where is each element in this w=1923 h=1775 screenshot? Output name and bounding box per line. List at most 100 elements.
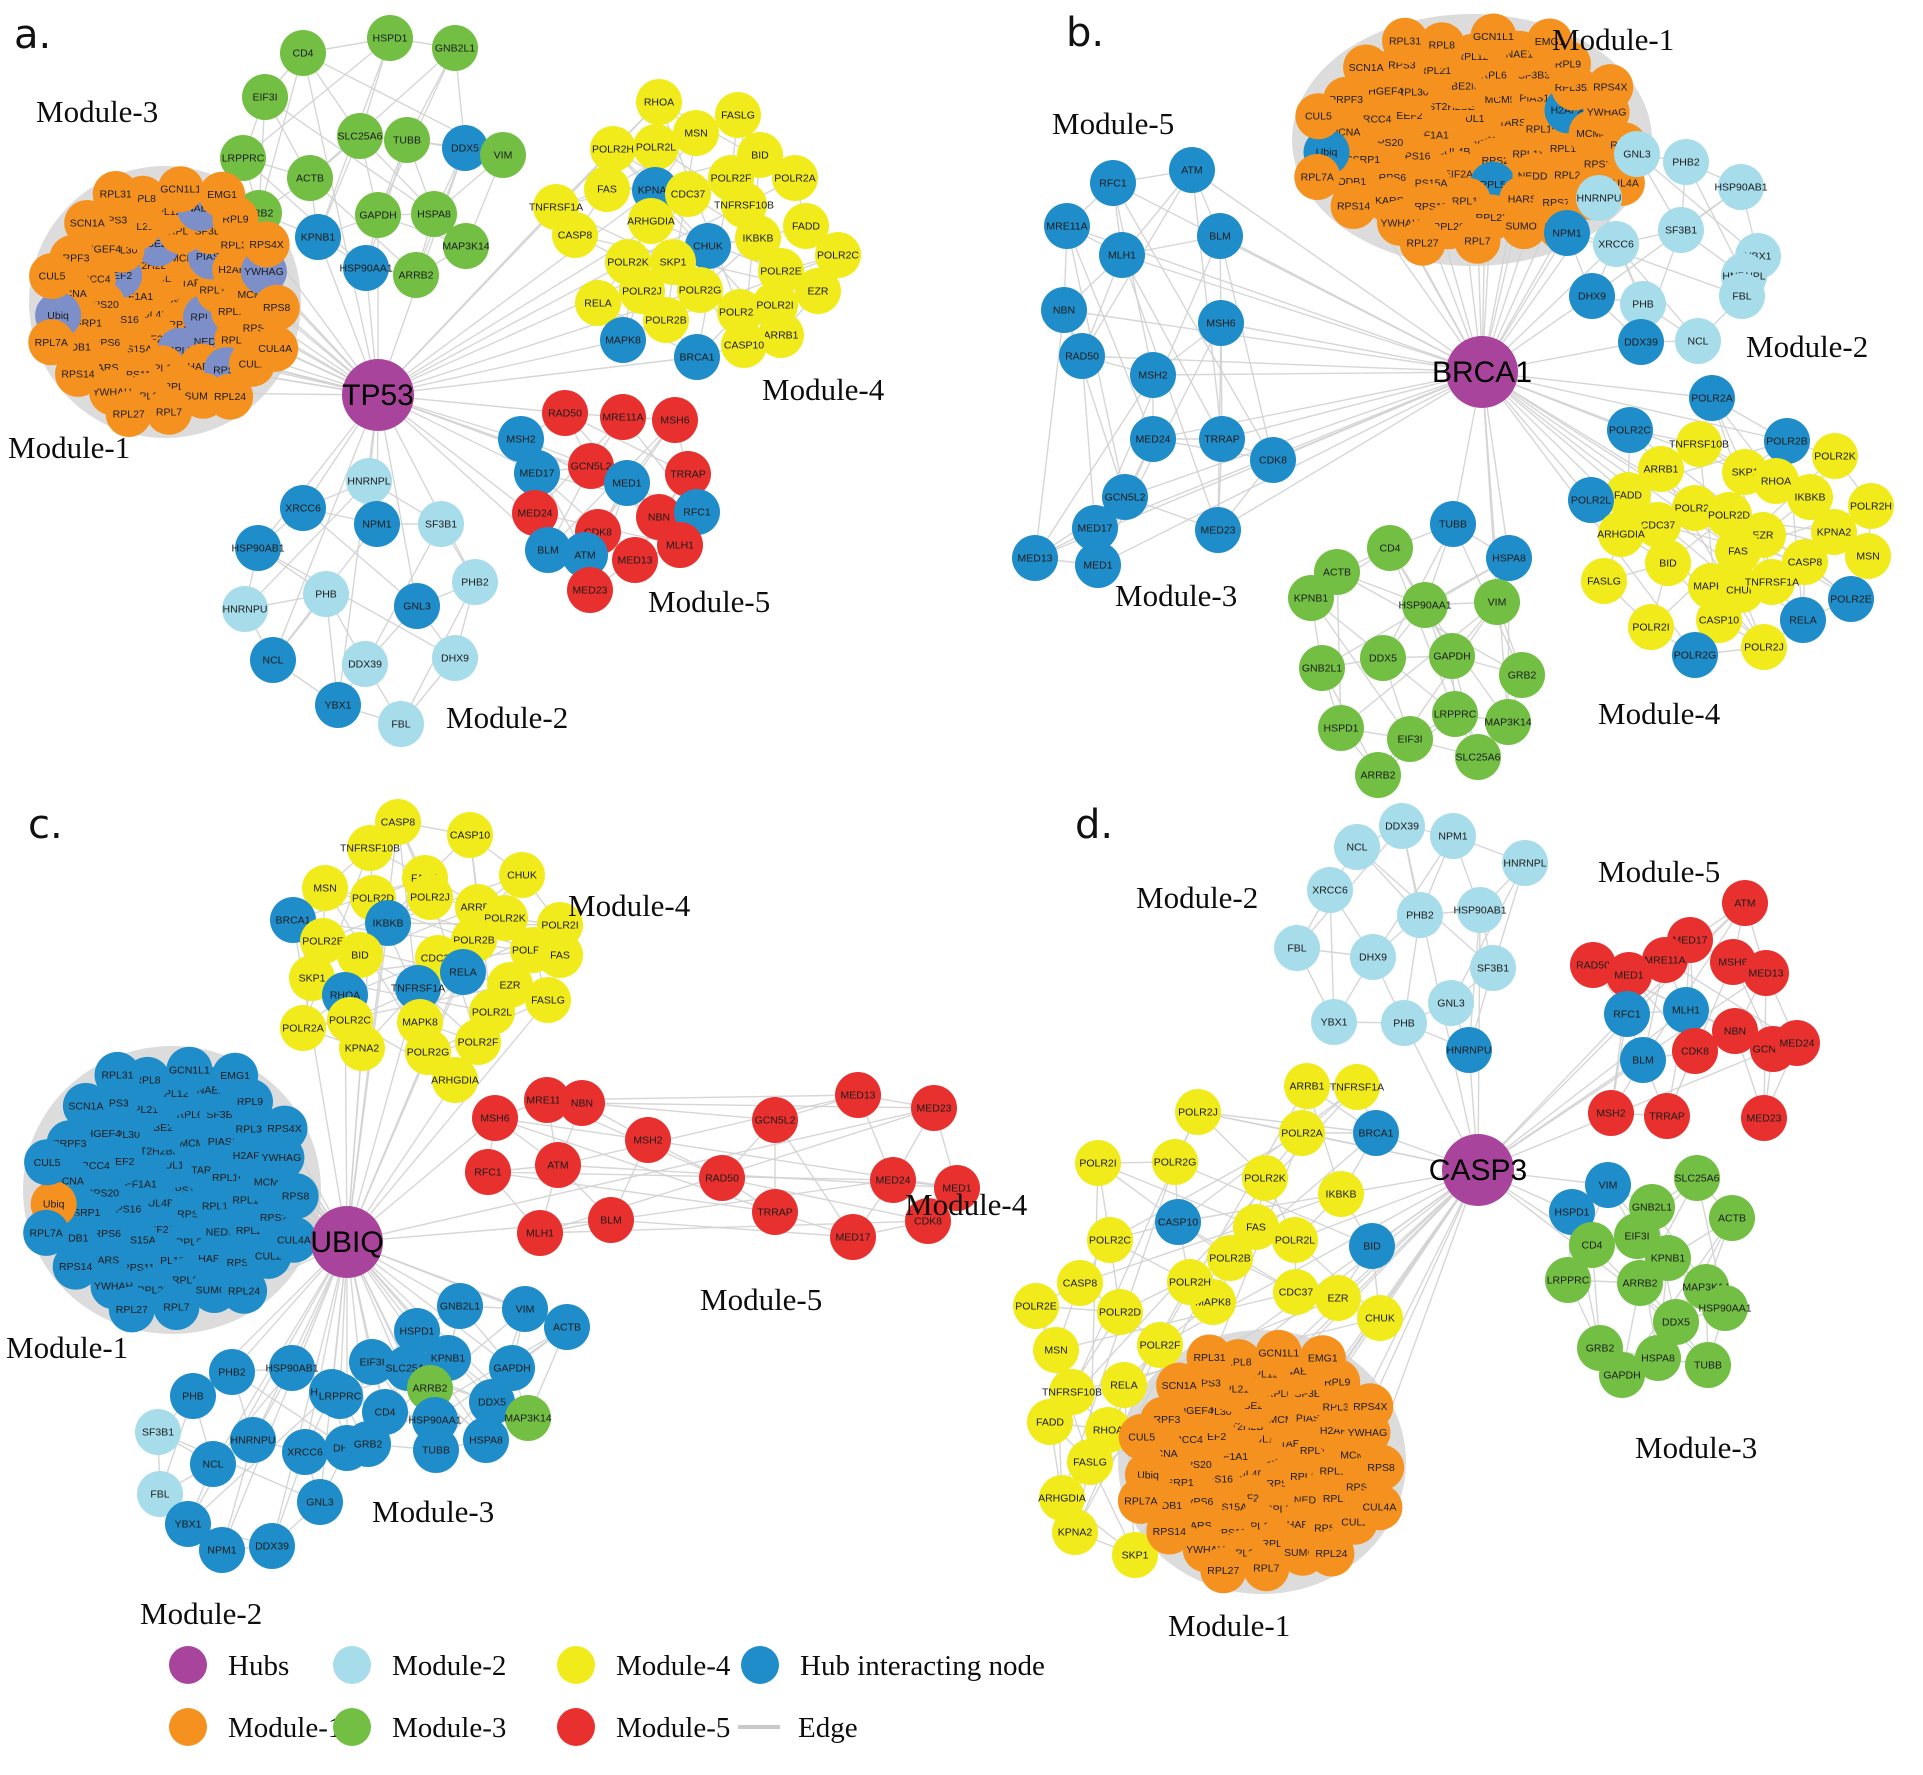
node-grb2[interactable]: GRB2 <box>345 1421 391 1467</box>
node-arrb2[interactable]: ARRB2 <box>1355 752 1401 798</box>
node-eif3i[interactable]: EIF3I <box>1387 716 1433 762</box>
node-chuk[interactable]: CHUK <box>685 223 731 269</box>
node-polr2h[interactable]: POLR2H <box>1848 483 1894 529</box>
node-polr2a[interactable]: POLR2A <box>1689 375 1735 421</box>
node-ddx5[interactable]: DDX5 <box>469 1379 515 1425</box>
node-vim[interactable]: VIM <box>502 1286 548 1332</box>
node-fadd[interactable]: FADD <box>783 203 829 249</box>
node-polr2e[interactable]: POLR2E <box>1013 1283 1059 1329</box>
node-rps4x[interactable]: RPS4X <box>1347 1383 1394 1430</box>
node-trrap[interactable]: TRRAP <box>752 1189 798 1235</box>
node-ikbkb[interactable]: IKBKB <box>1787 474 1833 520</box>
node-ncl[interactable]: NCL <box>190 1441 236 1487</box>
node-eif3i[interactable]: EIF3I <box>349 1339 395 1385</box>
node-rps14[interactable]: RPS14 <box>1330 183 1377 229</box>
node-polr2l[interactable]: POLR2L <box>1272 1217 1318 1263</box>
node-fas[interactable]: FAS <box>1233 1204 1279 1250</box>
node-lrpprc[interactable]: LRPPRC <box>220 135 266 181</box>
node-blm[interactable]: BLM <box>1620 1037 1666 1083</box>
node-phb[interactable]: PHB <box>170 1373 216 1419</box>
node-ybx1[interactable]: YBX1 <box>165 1501 211 1547</box>
node-tnfrsf1a[interactable]: TNFRSF1A <box>391 965 445 1011</box>
node-trrap[interactable]: TRRAP <box>665 451 711 497</box>
node-dhx9[interactable]: DHX9 <box>1350 934 1396 980</box>
node-rpl27[interactable]: RPL27 <box>1399 219 1446 266</box>
node-gapdh[interactable]: GAPDH <box>489 1345 535 1391</box>
node-rpl31[interactable]: RPL31 <box>92 171 139 217</box>
node-polr2h[interactable]: POLR2H <box>1167 1259 1213 1305</box>
node-rfc1[interactable]: RFC1 <box>1090 160 1136 206</box>
node-rpl24[interactable]: RPL24 <box>207 373 254 420</box>
node-nbn[interactable]: NBN <box>1712 1008 1758 1054</box>
node-med24[interactable]: MED24 <box>1774 1020 1820 1066</box>
node-msh6[interactable]: MSH6 <box>1198 300 1244 346</box>
node-map3k14[interactable]: MAP3K14 <box>1484 699 1532 745</box>
node-fas[interactable]: FAS <box>1715 528 1761 574</box>
node-rpl7a[interactable]: RPL7A <box>1294 154 1341 200</box>
node-phb2[interactable]: PHB2 <box>209 1349 255 1395</box>
node-med17[interactable]: MED17 <box>1072 505 1118 551</box>
node-gapdh[interactable]: GAPDH <box>355 192 401 238</box>
node-casp10[interactable]: CASP10 <box>1155 1199 1201 1245</box>
node-mlh1[interactable]: MLH1 <box>1663 987 1709 1033</box>
node-scn1a[interactable]: SCN1A <box>64 200 111 246</box>
node-actb[interactable]: ACTB <box>1709 1195 1755 1241</box>
node-ikbkb[interactable]: IKBKB <box>735 215 781 261</box>
node-casp10[interactable]: CASP10 <box>1696 597 1742 643</box>
node-polr2b[interactable]: POLR2B <box>643 297 689 343</box>
node-cul5[interactable]: CUL5 <box>24 1139 71 1186</box>
node-rps14[interactable]: RPS14 <box>1146 1508 1193 1555</box>
node-arrb1[interactable]: ARRB1 <box>758 312 804 358</box>
node-ncl[interactable]: NCL <box>1675 318 1721 364</box>
node-gcn5l2[interactable]: GCN5L2 <box>568 443 614 489</box>
node-rfc1[interactable]: RFC1 <box>1604 991 1650 1037</box>
node-polr2g[interactable]: POLR2G <box>1672 632 1718 678</box>
node-lrpprc[interactable]: LRPPRC <box>1545 1257 1591 1303</box>
node-rpl31[interactable]: RPL31 <box>1382 17 1428 64</box>
node-mre11a[interactable]: MRE11A <box>1044 203 1090 249</box>
node-cul4a[interactable]: CUL4A <box>270 1216 317 1263</box>
node-cul4a[interactable]: CUL4A <box>1356 1484 1403 1531</box>
node-ezr[interactable]: EZR <box>1315 1275 1361 1321</box>
node-cd4[interactable]: CD4 <box>280 30 326 76</box>
node-polr2g[interactable]: POLR2G <box>1152 1139 1198 1185</box>
node-ncl[interactable]: NCL <box>250 637 296 683</box>
node-msh6[interactable]: MSH6 <box>652 397 698 443</box>
node-tnfrsf1a[interactable]: TNFRSF1A <box>1745 559 1799 605</box>
node-rpl7[interactable]: RPL7 <box>1454 217 1501 264</box>
node-gcn1l1[interactable]: GCN1L1 <box>1255 1329 1302 1376</box>
node-rpl27[interactable]: RPL27 <box>105 391 152 437</box>
node-faslg[interactable]: FASLG <box>1067 1439 1113 1485</box>
node-slc25a6[interactable]: SLC25A6 <box>1674 1155 1720 1201</box>
node-kpna2[interactable]: KPNA2 <box>339 1025 385 1071</box>
node-rps4x[interactable]: RPS4X <box>1587 64 1634 111</box>
node-gnl3[interactable]: GNL3 <box>1614 131 1660 177</box>
node-mlh1[interactable]: MLH1 <box>517 1210 563 1256</box>
node-polr2g[interactable]: POLR2G <box>677 267 723 313</box>
node-tnfrsf10b[interactable]: TNFRSF10B <box>1669 421 1729 467</box>
node-rps14[interactable]: RPS14 <box>52 1243 99 1290</box>
node-arrb1[interactable]: ARRB1 <box>1638 446 1684 492</box>
node-faslg[interactable]: FASLG <box>525 977 571 1023</box>
node-med13[interactable]: MED13 <box>1012 535 1058 581</box>
node-med1[interactable]: MED1 <box>1075 542 1121 588</box>
node-fas[interactable]: FAS <box>584 166 630 212</box>
hub-casp3[interactable]: CASP3 <box>1429 1134 1527 1206</box>
hub-tp53[interactable]: TP53 <box>342 359 414 431</box>
node-kpnb1[interactable]: KPNB1 <box>295 214 341 260</box>
node-blm[interactable]: BLM <box>525 527 571 573</box>
node-hsp90aa1[interactable]: HSP90AA1 <box>1398 582 1452 628</box>
node-casp8[interactable]: CASP8 <box>1057 1260 1103 1306</box>
node-hnrnpu[interactable]: HNRNPU <box>1446 1027 1492 1073</box>
node-gnb2l1[interactable]: GNB2L1 <box>1299 645 1345 691</box>
node-msh6[interactable]: MSH6 <box>472 1095 518 1141</box>
node-polr2d[interactable]: POLR2D <box>1706 492 1752 538</box>
node-rpl7[interactable]: RPL7 <box>1243 1545 1290 1592</box>
node-scn1a[interactable]: SCN1A <box>1156 1362 1203 1409</box>
node-polr2i[interactable]: POLR2I <box>1628 604 1674 650</box>
node-polr2d[interactable]: POLR2D <box>1097 1289 1143 1335</box>
node-bid[interactable]: BID <box>1349 1223 1395 1269</box>
node-kpna2[interactable]: KPNA2 <box>1052 1509 1098 1555</box>
node-rad50[interactable]: RAD50 <box>1059 333 1105 379</box>
node-rpl31[interactable]: RPL31 <box>1186 1334 1233 1381</box>
